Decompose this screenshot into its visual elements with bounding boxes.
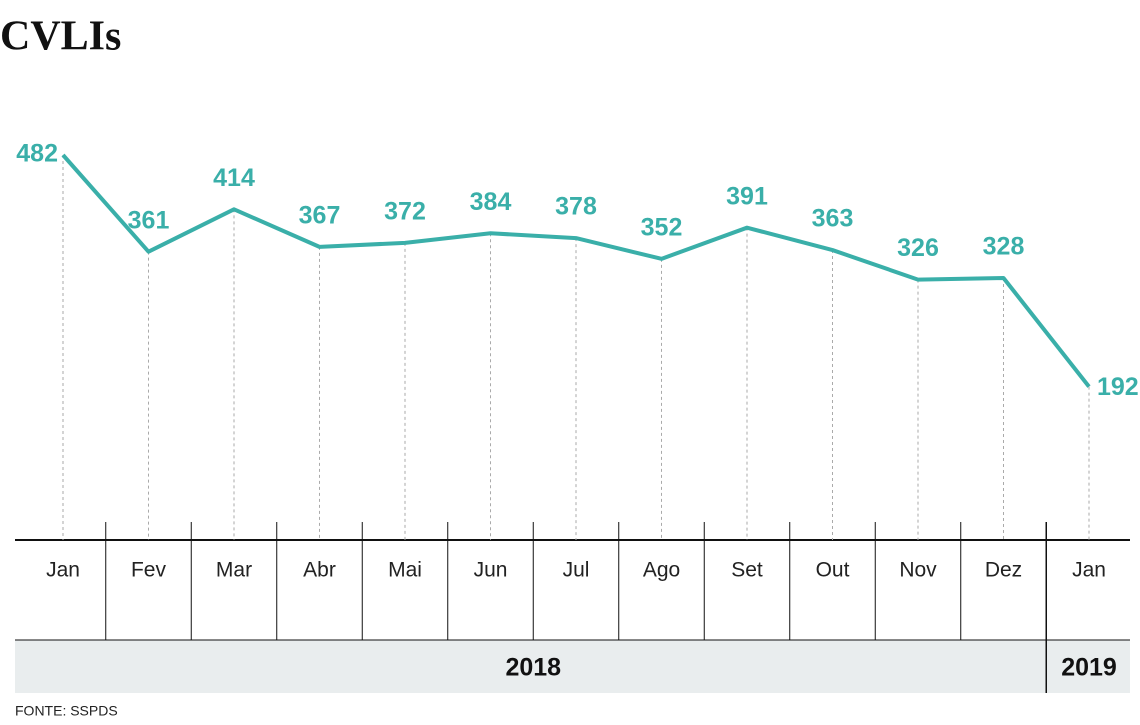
- x-tick-label: Fev: [131, 559, 167, 582]
- data-label: 414: [213, 164, 255, 192]
- line: [61, 153, 1091, 388]
- year-label: 2018: [505, 654, 561, 682]
- data-label: 352: [641, 213, 683, 241]
- data-label: 363: [812, 205, 854, 233]
- data-label: 326: [897, 234, 939, 262]
- data-label: 378: [555, 193, 597, 221]
- x-tick-label: Set: [731, 559, 763, 582]
- x-tick-label: Nov: [899, 559, 937, 582]
- x-tick-label: Jan: [46, 559, 80, 582]
- data-label: 367: [299, 201, 341, 229]
- x-tick-label: Out: [816, 559, 850, 582]
- x-tick-label: Jun: [474, 559, 508, 582]
- chart-title: CVLIs: [0, 14, 121, 60]
- data-label: 328: [983, 233, 1025, 261]
- data-label: 192: [1097, 373, 1139, 401]
- x-tick-label: Abr: [303, 559, 336, 582]
- data-label: 482: [16, 140, 58, 168]
- x-tick-label: Ago: [643, 559, 680, 582]
- data-label: 391: [726, 182, 768, 210]
- x-tick-label: Mar: [216, 559, 252, 582]
- year-label: 2019: [1061, 654, 1117, 682]
- year-band: [15, 640, 1130, 693]
- x-tick-label: Dez: [985, 559, 1022, 582]
- x-tick-label: Jan: [1072, 559, 1106, 582]
- x-tick-label: Mai: [388, 559, 422, 582]
- data-label: 372: [384, 197, 426, 225]
- data-label: 361: [128, 206, 170, 234]
- data-label: 384: [470, 188, 512, 216]
- source: FONTE: SSPDS: [15, 703, 118, 719]
- x-tick-label: Jul: [563, 559, 590, 582]
